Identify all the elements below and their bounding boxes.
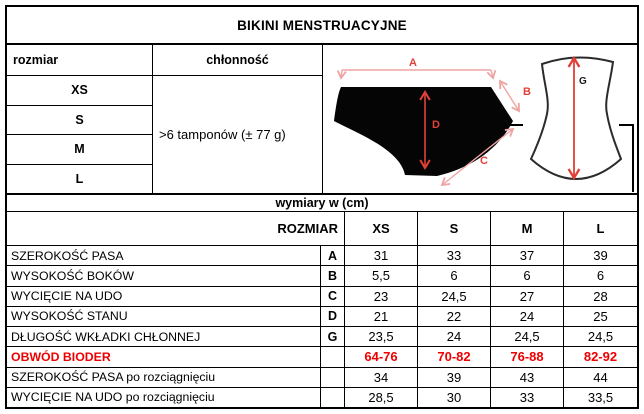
image-border-fragment-left — [509, 124, 523, 126]
value-cell: 23,5 — [345, 327, 418, 347]
column-header-l: L — [596, 221, 605, 236]
value-cell: 28 — [593, 288, 608, 304]
value-cell: 34 — [345, 367, 418, 387]
absorbency-header: chłonność — [153, 45, 322, 76]
top-section: rozmiar XS S M L chłonność >6 tamponów (… — [7, 45, 637, 195]
pad-diagram: G — [529, 55, 622, 181]
size-cell-l: L — [75, 171, 84, 186]
value-cell: 43 — [491, 367, 564, 387]
dimension-letter: B — [321, 266, 345, 286]
dimension-c-arrow — [440, 127, 515, 187]
size-cell-m: M — [7, 135, 152, 165]
dimension-label-c: C — [480, 155, 488, 167]
dimension-letter: G — [321, 327, 345, 347]
absorbency-column: chłonność >6 tamponów (± 77 g) — [153, 45, 323, 193]
row-label: WYSOKOŚĆ STANU — [7, 306, 321, 326]
column-header-m: M — [491, 212, 564, 245]
size-column-header: rozmiar — [7, 45, 152, 76]
value-cell: 6 — [418, 266, 491, 286]
table-row: WYSOKOŚĆ BOKÓW B 5,5 6 6 6 — [7, 266, 637, 287]
dimension-letter — [321, 347, 345, 367]
table-row: WYCIĘCIE NA UDO C 23 24,5 27 28 — [7, 286, 637, 307]
dimension-letter: D — [321, 306, 345, 326]
value-cell: 24,5 — [587, 329, 614, 345]
table-row: SZEROKOŚĆ PASA A 31 33 37 39 — [7, 246, 637, 267]
pad-shape — [529, 56, 622, 180]
value-cell: 28,5 — [345, 387, 418, 407]
value-cell: 24 — [491, 306, 564, 326]
rozmiar-header: ROZMIAR — [7, 212, 345, 245]
dimension-letter — [321, 387, 345, 407]
dimension-a-arrow — [336, 69, 497, 80]
value-cell: 5,5 — [345, 266, 418, 286]
image-border-fragment-right — [619, 124, 633, 126]
value-cell: 70-82 — [418, 347, 491, 367]
dimension-letter: C — [321, 286, 345, 306]
dimension-label-b: B — [523, 86, 531, 98]
size-cell-xs: XS — [7, 76, 152, 106]
dimension-label-g: G — [579, 76, 587, 87]
value-cell: 6 — [491, 266, 564, 286]
value-cell: 44 — [593, 369, 608, 385]
row-label: OBWÓD BIODER — [7, 347, 321, 367]
value-cell: 21 — [345, 306, 418, 326]
value-cell: 23 — [345, 286, 418, 306]
value-cell: 24,5 — [418, 286, 491, 306]
image-border-fragment-vertical — [632, 124, 634, 192]
size-chart-table: BIKINI MENSTRUACYJNE rozmiar XS S M L ch… — [5, 5, 639, 409]
value-cell: 33 — [491, 387, 564, 407]
value-cell: 39 — [593, 248, 608, 264]
value-cell: 24 — [418, 327, 491, 347]
dimension-label-d: D — [432, 119, 440, 131]
table-row-highlighted: OBWÓD BIODER 64-76 70-82 76-88 82-92 — [7, 347, 637, 368]
dimension-b-arrow — [499, 79, 520, 113]
row-label: WYSOKOŚĆ BOKÓW — [7, 266, 321, 286]
size-column: rozmiar XS S M L — [7, 45, 153, 193]
absorbency-value: >6 tamponów (± 77 g) — [159, 127, 286, 142]
column-header-xs: XS — [345, 212, 418, 245]
value-cell: 39 — [418, 367, 491, 387]
value-cell: 33,5 — [587, 389, 614, 405]
table-row: SZEROKOŚĆ PASA po rozciągnięciu 34 39 43… — [7, 367, 637, 388]
row-label: DŁUGOŚĆ WKŁADKI CHŁONNEJ — [7, 327, 321, 347]
dimension-label-a: A — [409, 57, 417, 69]
value-cell: 31 — [345, 246, 418, 266]
row-label: WYCIĘCIE NA UDO — [7, 286, 321, 306]
column-header-s: S — [418, 212, 491, 245]
row-label: SZEROKOŚĆ PASA — [7, 246, 321, 266]
table-row: DŁUGOŚĆ WKŁADKI CHŁONNEJ G 23,5 24 24,5 … — [7, 327, 637, 348]
value-cell: 82-92 — [583, 349, 618, 365]
value-cell: 64-76 — [345, 347, 418, 367]
page-title: BIKINI MENSTRUACYJNE — [7, 7, 637, 45]
value-cell: 22 — [418, 306, 491, 326]
value-cell: 76-88 — [491, 347, 564, 367]
dimension-letter — [321, 367, 345, 387]
value-cell: 37 — [491, 246, 564, 266]
value-cell: 30 — [418, 387, 491, 407]
diagram-panel: A B D C — [323, 45, 637, 193]
table-row: WYCIĘCIE NA UDO po rozciągnięciu 28,5 30… — [7, 387, 637, 407]
value-cell: 25 — [593, 308, 608, 324]
table-row: WYSOKOŚĆ STANU D 21 22 24 25 — [7, 306, 637, 327]
dimension-letter: A — [321, 246, 345, 266]
measurements-header-row: ROZMIAR XS S M L — [7, 212, 637, 246]
row-label: WYCIĘCIE NA UDO po rozciągnięciu — [7, 387, 321, 407]
bikini-diagram: A B D C — [334, 57, 531, 187]
value-cell: 33 — [418, 246, 491, 266]
measurements-section-title: wymiary w (cm) — [7, 195, 637, 212]
value-cell: 24,5 — [491, 327, 564, 347]
value-cell: 6 — [596, 268, 605, 284]
value-cell: 27 — [491, 286, 564, 306]
size-cell-s: S — [7, 106, 152, 135]
row-label: SZEROKOŚĆ PASA po rozciągnięciu — [7, 367, 321, 387]
